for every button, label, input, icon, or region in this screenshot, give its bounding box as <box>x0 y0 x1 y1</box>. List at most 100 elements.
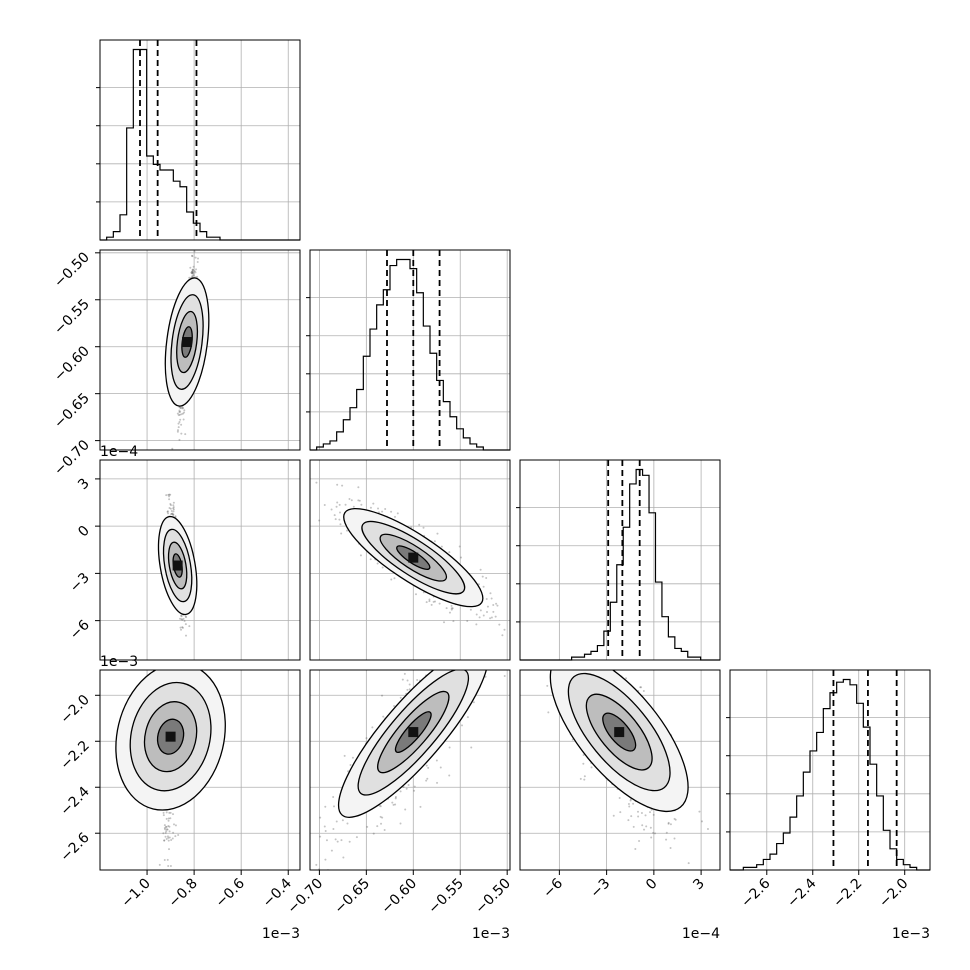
scatter-point <box>166 835 169 838</box>
scatter-point <box>492 610 495 613</box>
scatter-point <box>399 696 402 699</box>
scatter-point <box>450 641 452 643</box>
scatter-point <box>634 848 637 851</box>
scatter-point <box>168 642 170 644</box>
scatter-point <box>449 650 451 652</box>
scatter-point <box>472 647 474 649</box>
scatter-point <box>174 665 176 667</box>
scatter-point <box>372 502 375 505</box>
ytick-label-3-0: −2.6 <box>57 830 92 865</box>
scatter-point <box>162 811 165 814</box>
scatter-point <box>168 498 171 501</box>
scatter-point <box>173 651 175 653</box>
scatter-point <box>318 519 321 522</box>
scatter-point <box>168 506 171 509</box>
scatter-point <box>642 690 645 693</box>
xtick-label-0-0: −1.0 <box>119 876 154 911</box>
scatter-point <box>669 823 672 826</box>
scatter-point <box>365 737 368 740</box>
scatter-point <box>323 825 326 828</box>
scatter-point <box>174 824 177 827</box>
scatter-point <box>443 640 445 642</box>
scatter-point <box>583 778 586 781</box>
scatter-point <box>636 810 639 813</box>
scatter-point <box>350 499 353 502</box>
pair-grid-0-2 <box>100 460 300 660</box>
scatter-point <box>598 643 600 645</box>
scatter-point <box>369 506 372 509</box>
scatter-point <box>192 265 195 268</box>
scatter-point <box>457 667 459 669</box>
scatter-point <box>419 805 422 808</box>
scatter-point <box>649 811 652 814</box>
scatter-point <box>169 493 172 496</box>
ytick-label-2-2: 0 <box>75 523 93 541</box>
scatter-point <box>191 271 194 274</box>
scatter-point <box>487 663 489 665</box>
scatter-point <box>587 644 589 646</box>
scatter-point <box>332 795 335 798</box>
scatter-point <box>428 598 431 601</box>
scatter-point <box>435 759 438 762</box>
scatter-point <box>440 545 443 548</box>
scatter-point <box>588 661 590 663</box>
scatter-point <box>178 438 181 441</box>
scatter-point <box>547 711 550 714</box>
density-peak <box>172 560 183 571</box>
scatter-point <box>165 828 168 831</box>
scatter-point <box>665 838 668 841</box>
scatter-point <box>180 640 182 642</box>
scatter-point <box>618 797 621 800</box>
scatter-point <box>586 662 588 664</box>
scatter-point <box>455 662 457 664</box>
ytick-label-2-3: 3 <box>75 475 93 493</box>
scatter-point <box>343 754 346 757</box>
scatter-point <box>180 614 183 617</box>
scatter-point <box>486 605 489 608</box>
scatter-point <box>349 764 352 767</box>
scatter-point <box>372 832 375 835</box>
scatter-point <box>346 529 349 532</box>
scatter-point <box>188 276 191 279</box>
scatter-point <box>352 505 355 508</box>
scatter-point <box>593 655 595 657</box>
xtick-label-3-3: −2.0 <box>876 876 911 911</box>
scatter-point <box>448 655 450 657</box>
scatter-point <box>169 662 171 664</box>
scatter-point <box>169 504 172 507</box>
scatter-point <box>610 650 612 652</box>
scatter-point <box>430 603 433 606</box>
scatter-point <box>169 817 172 820</box>
scatter-point <box>494 615 497 618</box>
scatter-point <box>184 433 187 436</box>
scatter-point <box>342 856 345 859</box>
scatter-point <box>172 501 175 504</box>
scatter-point <box>475 613 478 616</box>
scatter-point <box>181 407 184 410</box>
hist-frame-1 <box>309 249 511 451</box>
scatter-point <box>163 839 166 842</box>
scatter-point <box>449 647 451 649</box>
scatter-point <box>163 859 166 862</box>
scatter-point <box>164 831 167 834</box>
scatter-point <box>473 645 475 647</box>
scatter-point <box>176 650 178 652</box>
scatter-point <box>589 639 591 641</box>
scatter-point <box>444 668 446 670</box>
scatter-point <box>332 805 335 808</box>
scatter-point <box>192 268 195 271</box>
scatter-point <box>326 888 328 890</box>
scatter-point <box>193 250 196 253</box>
scatter-point <box>561 631 563 633</box>
scatter-point <box>338 518 341 521</box>
scatter-point <box>641 824 644 827</box>
scatter-point <box>177 426 180 429</box>
scatter-point <box>698 810 701 813</box>
scatter-point <box>448 551 451 554</box>
scatter-point <box>168 836 171 839</box>
scatter-point <box>465 651 467 653</box>
scatter-point <box>174 515 177 518</box>
scatter-point <box>450 645 452 647</box>
scatter-point <box>504 618 506 620</box>
scatter-point <box>627 819 630 822</box>
